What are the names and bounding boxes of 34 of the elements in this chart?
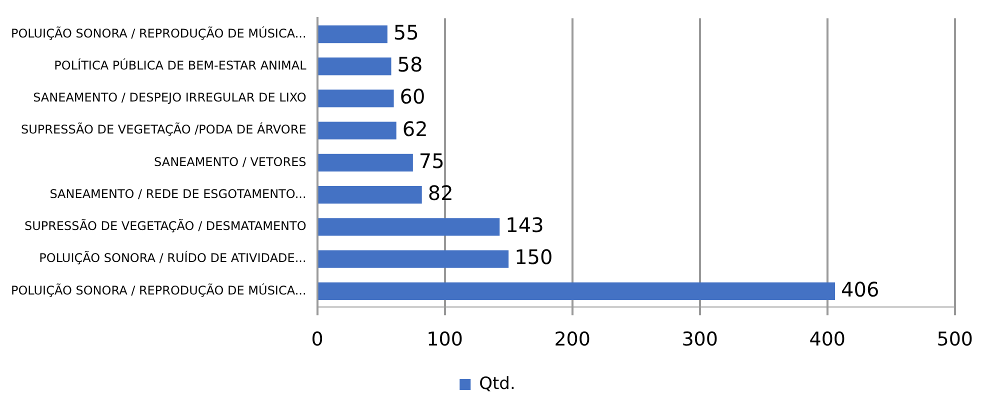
bar — [318, 186, 422, 204]
data-label: 55 — [393, 20, 419, 44]
bar — [318, 250, 509, 268]
x-tick-label: 400 — [809, 328, 846, 351]
data-label: 62 — [402, 116, 428, 141]
y-tick-label: POLUIÇÃO SONORA / RUÍDO DE ATIVIDADE... — [39, 250, 306, 266]
x-tick-label: 0 — [311, 328, 324, 351]
bar — [318, 58, 392, 76]
data-label: 75 — [418, 148, 444, 173]
x-tick-label: 100 — [426, 328, 463, 351]
y-tick-label: POLUIÇÃO SONORA / REPRODUÇÃO DE MÚSICA... — [11, 25, 306, 40]
data-label: 143 — [506, 213, 544, 238]
bar — [318, 90, 394, 108]
y-tick-label: SANEAMENTO / REDE DE ESGOTAMENTO... — [50, 186, 306, 201]
data-label: 150 — [514, 245, 553, 270]
y-tick-label: POLUIÇÃO SONORA / REPRODUÇÃO DE MÚSICA... — [11, 282, 306, 298]
bar — [318, 154, 413, 172]
y-tick-label: POLÍTICA PÚBLICA DE BEM-ESTAR ANIMAL — [54, 57, 307, 72]
x-tick-label: 200 — [554, 328, 590, 351]
x-tick-label: 500 — [936, 328, 973, 351]
bar — [318, 122, 396, 140]
data-label: 58 — [397, 52, 423, 77]
bar — [318, 282, 836, 300]
data-label: 60 — [400, 84, 426, 109]
data-label: 406 — [841, 277, 880, 302]
y-tick-label: SANEAMENTO / VETORES — [154, 154, 306, 169]
x-tick-label: 300 — [682, 328, 718, 351]
bar — [318, 25, 388, 44]
y-tick-label: SUPRESSÃO DE VEGETAÇÃO /PODA DE ÁRVORE — [21, 122, 306, 137]
data-label: 82 — [428, 181, 454, 206]
legend-label: Qtd. — [479, 374, 516, 394]
y-tick-label: SANEAMENTO / DESPEJO IRREGULAR DE LIXO — [33, 90, 306, 105]
y-tick-label: SUPRESSÃO DE VEGETAÇÃO / DESMATAMENTO — [24, 218, 306, 234]
bar — [318, 218, 500, 236]
